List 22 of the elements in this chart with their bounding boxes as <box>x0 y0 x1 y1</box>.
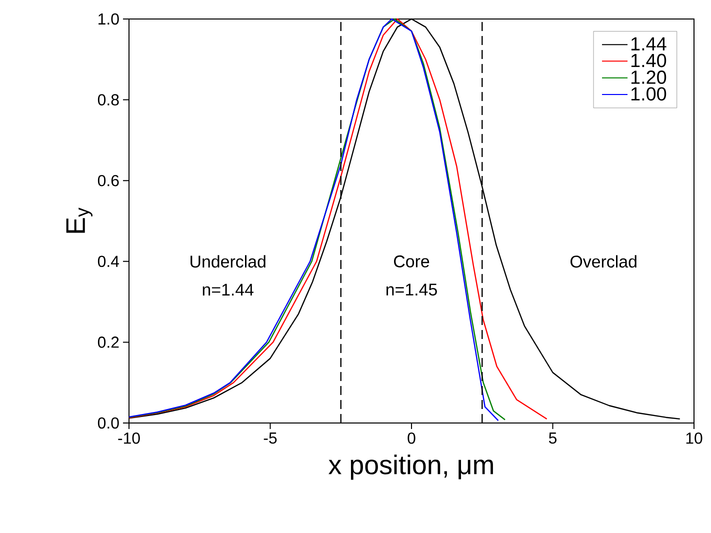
x-axis-title: x position, μm <box>328 454 493 480</box>
legend-label: 1.00 <box>631 87 666 101</box>
annotation: Core <box>394 255 430 268</box>
annotation: Overclad <box>570 255 636 268</box>
legend-label: 1.44 <box>631 37 666 50</box>
legend-label: 1.20 <box>631 70 666 84</box>
y-tick-label: 0.4 <box>98 256 120 268</box>
annotation: n=1.45 <box>386 284 437 296</box>
y-tick-label: 0.2 <box>98 336 119 348</box>
annotation: n=1.44 <box>202 284 254 296</box>
x-tick-label: 0 <box>408 432 416 444</box>
y-tick-label: 0.6 <box>98 174 119 186</box>
x-tick-label: 5 <box>548 432 557 444</box>
y-tick-label: 1.0 <box>98 13 119 25</box>
y-tick-label: 0.0 <box>98 417 119 429</box>
annotation: Underclad <box>190 255 266 268</box>
x-tick-label: -5 <box>264 432 277 444</box>
y-axis-title: E$_{y}$ <box>66 208 92 233</box>
y-tick-label: 0.8 <box>98 94 119 106</box>
legend-label: 1.40 <box>631 54 666 68</box>
x-tick-label: 10 <box>686 432 702 444</box>
x-tick-label: -10 <box>118 432 140 444</box>
